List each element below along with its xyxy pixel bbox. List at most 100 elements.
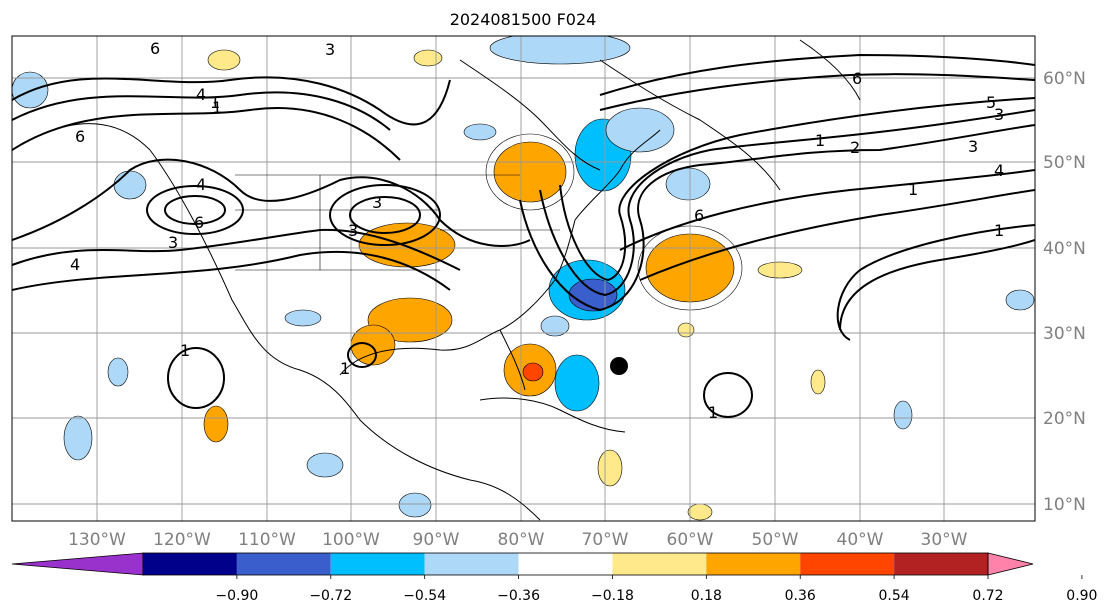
latitude-label: 50°N xyxy=(1043,153,1086,173)
coastline-path xyxy=(459,59,601,171)
longitude-label: 30°W xyxy=(921,530,968,550)
contour-line xyxy=(836,224,1035,341)
contour-label: 3 xyxy=(372,193,382,212)
colorbar-tick-label: 0.54 xyxy=(879,588,910,604)
contour-line xyxy=(639,189,1035,281)
contour-line xyxy=(146,185,244,235)
contour-line xyxy=(599,53,1035,96)
longitude-label: 100°W xyxy=(322,530,380,550)
state-boundaries xyxy=(235,174,560,271)
contour-line xyxy=(329,184,441,246)
shade-blob xyxy=(463,123,497,141)
longitude-labels: 130°W 120°W 110°W 100°W 90°W 80°W 70°W 60°W 50°W… xyxy=(68,530,968,550)
contour-line xyxy=(12,250,451,291)
longitude-label: 70°W xyxy=(582,530,629,550)
colorbar-frame xyxy=(142,552,989,576)
shade-blob xyxy=(63,415,93,461)
colorbar-segment xyxy=(800,553,895,575)
shade-blob xyxy=(605,107,675,153)
colorbar-segment xyxy=(894,553,988,575)
contour-label: 1 xyxy=(340,359,350,378)
contour-line xyxy=(539,109,1035,297)
contour-line xyxy=(347,342,377,368)
colorbar-segment xyxy=(518,553,613,575)
coastline-path xyxy=(479,397,626,433)
coastlines xyxy=(12,39,861,521)
longitude-label: 90°W xyxy=(413,530,460,550)
contour-line xyxy=(12,91,391,131)
contour-label: 1 xyxy=(994,221,1004,240)
contour-line xyxy=(167,347,225,409)
coastline-path xyxy=(599,59,781,191)
contour-label: 4 xyxy=(994,161,1004,180)
colorbar-tick-label: −0.18 xyxy=(591,588,634,604)
shade-blob xyxy=(107,357,129,387)
shade-blob xyxy=(485,133,575,211)
colorbar xyxy=(11,552,1034,576)
contour-label: 4 xyxy=(196,85,206,104)
shade-blob xyxy=(554,354,600,412)
colorbar-segment xyxy=(612,553,707,575)
shade-blob xyxy=(12,71,49,109)
map-area: 6 3 4 1 6 4 6 3 4 3 3 1 1 6 5 3 1 2 3 4 … xyxy=(12,36,1035,521)
contour-label: 6 xyxy=(150,39,160,58)
colorbar-segment xyxy=(424,553,519,575)
shade-blob xyxy=(306,452,344,478)
shade-blob xyxy=(687,503,713,521)
shade-blob xyxy=(522,362,544,382)
coastline-path xyxy=(799,39,861,101)
latitude-label: 10°N xyxy=(1043,495,1086,515)
colorbar-tick-label: 0.72 xyxy=(972,588,1003,604)
storm-center-dot xyxy=(610,357,628,375)
shade-blob xyxy=(284,309,322,327)
colorbar-tick-labels: −0.90 −0.72 −0.54 −0.36 −0.18 0.18 0.36 0.54 0.7… xyxy=(215,575,1097,604)
contour-label: 1 xyxy=(815,131,825,150)
colorbar-tick-label: −0.36 xyxy=(497,588,540,604)
shade-blob xyxy=(757,261,803,279)
map-title: 2024081500 F024 xyxy=(450,10,597,29)
colorbar-segment xyxy=(706,553,801,575)
shade-blob xyxy=(893,400,913,430)
colorbar-segment xyxy=(236,553,331,575)
latitude-labels: 60°N 50°N 40°N 30°N 20°N 10°N xyxy=(1043,69,1086,515)
contour-line xyxy=(519,124,1035,312)
contour-label: 1 xyxy=(210,93,220,112)
latitude-label: 20°N xyxy=(1043,409,1086,429)
contour-line xyxy=(559,97,1035,282)
colorbar-tick-label: 0.36 xyxy=(785,588,816,604)
shade-blob xyxy=(493,141,567,203)
colorbar-tick-label: −0.90 xyxy=(215,588,258,604)
contour-label: 3 xyxy=(325,40,335,59)
shade-blob xyxy=(413,49,443,67)
shade-blob xyxy=(207,49,241,71)
contour-label: 4 xyxy=(70,255,80,274)
shade-blob xyxy=(398,492,432,518)
shade-blob xyxy=(677,322,695,338)
contour-label: 6 xyxy=(852,69,862,88)
contour-label: 6 xyxy=(694,206,704,225)
contour-line xyxy=(619,169,1035,251)
contour-label: 2 xyxy=(850,138,860,157)
contour-line xyxy=(12,228,461,271)
shade-blob xyxy=(540,315,570,337)
longitude-label: 50°W xyxy=(752,530,799,550)
shade-blob xyxy=(350,324,396,366)
latitude-label: 60°N xyxy=(1043,69,1086,89)
longitude-label: 110°W xyxy=(238,530,296,550)
contour-label: 3 xyxy=(168,233,178,252)
shade-blob xyxy=(489,36,631,65)
colorbar-tick-label: −0.72 xyxy=(309,588,352,604)
longitude-label: 120°W xyxy=(153,530,211,550)
shade-blob xyxy=(665,167,711,201)
contour-label: 3 xyxy=(348,221,358,240)
latitude-label: 30°N xyxy=(1043,324,1086,344)
coastline-path xyxy=(339,129,661,376)
map-frame xyxy=(11,35,1036,522)
contour-label: 3 xyxy=(968,137,978,156)
gridlines xyxy=(12,36,1035,521)
colorbar-extend-low xyxy=(11,552,144,576)
contour-labels: 6 3 4 1 6 4 6 3 4 3 3 1 1 6 5 3 1 2 3 4 … xyxy=(70,39,1004,422)
contour-label: 5 xyxy=(986,93,996,112)
contour-label: 4 xyxy=(196,175,206,194)
